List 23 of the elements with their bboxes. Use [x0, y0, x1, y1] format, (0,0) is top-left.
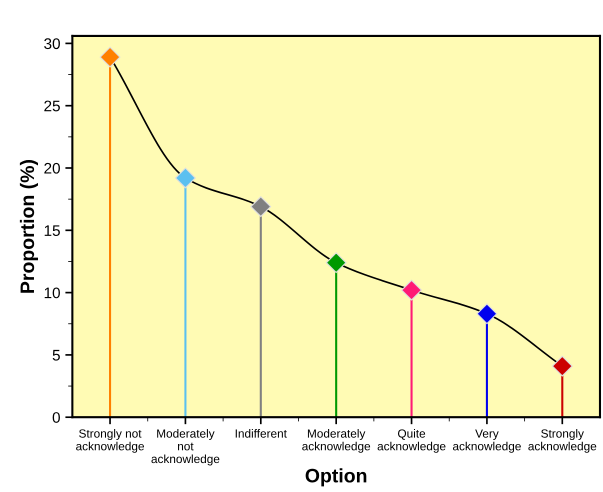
point	[476, 303, 498, 324]
x-tick-label: Moderately acknowledge	[302, 429, 370, 453]
y-tick-label: 10	[44, 287, 60, 298]
x-tick-label: Very acknowledge	[452, 429, 521, 453]
x-tick-label: Moderately not acknowledge	[151, 429, 220, 466]
point	[175, 168, 196, 188]
x-axis-title: Option	[306, 468, 366, 486]
point	[250, 196, 272, 218]
x-tick-label: Strongly acknowledge	[528, 429, 596, 453]
y-tick-label: 30	[44, 38, 60, 50]
point	[401, 280, 422, 300]
point	[326, 252, 347, 274]
y-tick-label: 25	[44, 100, 60, 112]
x-tick-label: Indifferent	[236, 429, 287, 438]
y-tick-label: 0	[52, 412, 60, 423]
y-tick-label: 5	[52, 350, 60, 361]
x-tick-label: Strongly not acknowledge	[76, 429, 144, 453]
y-axis-title: Proportion (%)	[20, 160, 38, 293]
y-tick-label: 20	[44, 162, 60, 174]
x-tick-label: Quite acknowledge	[378, 429, 446, 453]
point	[100, 46, 120, 68]
y-tick-label: 15	[44, 225, 60, 236]
point	[552, 356, 573, 376]
